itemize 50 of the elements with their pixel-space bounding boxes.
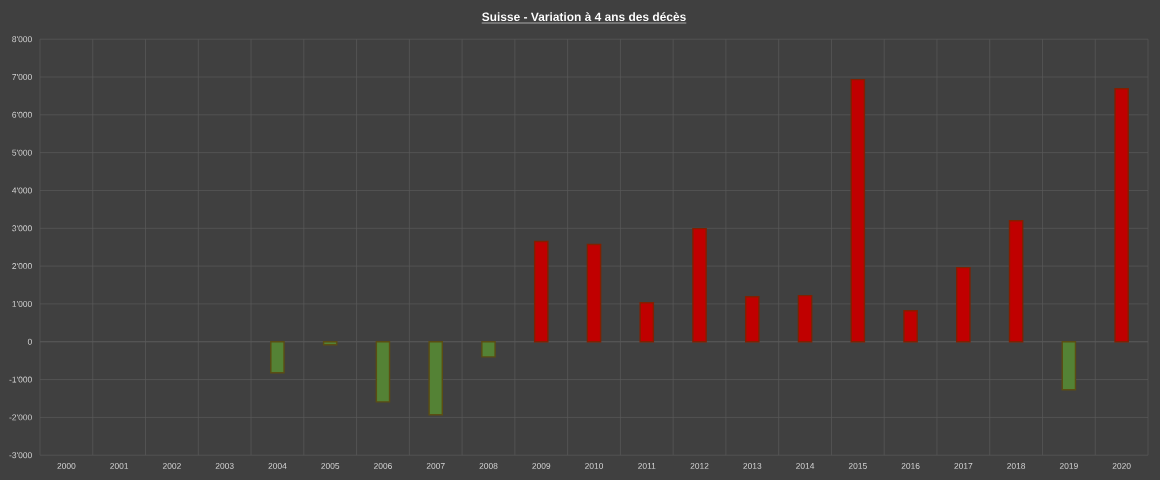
y-tick-label: -2'000 — [9, 414, 32, 421]
x-tick-label: 2001 — [110, 462, 129, 469]
bar — [692, 227, 707, 343]
bar — [428, 341, 444, 416]
chart-title: Suisse - Variation à 4 ans des décès — [482, 12, 686, 22]
x-tick-label: 2006 — [373, 462, 392, 469]
x-tick-label: 2010 — [585, 462, 604, 469]
bar — [1061, 341, 1077, 391]
y-tick-label: 4'000 — [12, 187, 32, 194]
x-tick-label: 2004 — [268, 462, 287, 469]
x-tick-label: 2012 — [690, 462, 709, 469]
x-tick-label: 2018 — [1007, 462, 1026, 469]
bar — [956, 266, 971, 343]
y-tick-label: 7'000 — [12, 74, 32, 80]
y-tick-label: 0 — [27, 338, 32, 345]
bar — [375, 341, 391, 403]
x-tick-label: 2005 — [321, 462, 340, 469]
y-tick-label: -3'000 — [9, 452, 32, 459]
bar — [481, 341, 496, 358]
x-tick-label: 2008 — [479, 462, 498, 469]
y-tick-label: 3'000 — [12, 225, 32, 232]
x-tick-label: 2019 — [1059, 462, 1078, 469]
bar — [744, 296, 760, 343]
y-tick-label: -1'000 — [9, 376, 32, 383]
bar — [639, 302, 655, 343]
x-tick-label: 2007 — [426, 462, 445, 469]
x-tick-label: 2000 — [57, 462, 76, 469]
x-tick-label: 2014 — [796, 462, 815, 469]
x-tick-label: 2020 — [1112, 462, 1131, 469]
bar — [903, 310, 918, 343]
bar — [797, 294, 813, 343]
bar — [270, 341, 285, 374]
x-tick-label: 2002 — [162, 462, 181, 469]
x-tick-label: 2011 — [638, 462, 656, 469]
bar — [533, 240, 549, 343]
x-tick-label: 2015 — [848, 462, 867, 469]
y-tick-label: 6'000 — [12, 111, 32, 118]
bar — [586, 243, 602, 343]
x-tick-label: 2016 — [901, 462, 920, 469]
y-tick-label: 5'000 — [12, 149, 32, 156]
y-tick-label: 8'000 — [12, 36, 32, 43]
bar — [1114, 88, 1129, 343]
bar — [850, 78, 866, 343]
y-tick-label: 2'000 — [12, 263, 32, 270]
bar — [1008, 220, 1024, 343]
x-tick-label: 2013 — [743, 462, 762, 469]
x-tick-label: 2017 — [954, 462, 973, 469]
x-tick-label: 2009 — [532, 462, 551, 469]
y-tick-label: 1'000 — [12, 300, 32, 307]
x-tick-label: 2003 — [215, 462, 234, 469]
